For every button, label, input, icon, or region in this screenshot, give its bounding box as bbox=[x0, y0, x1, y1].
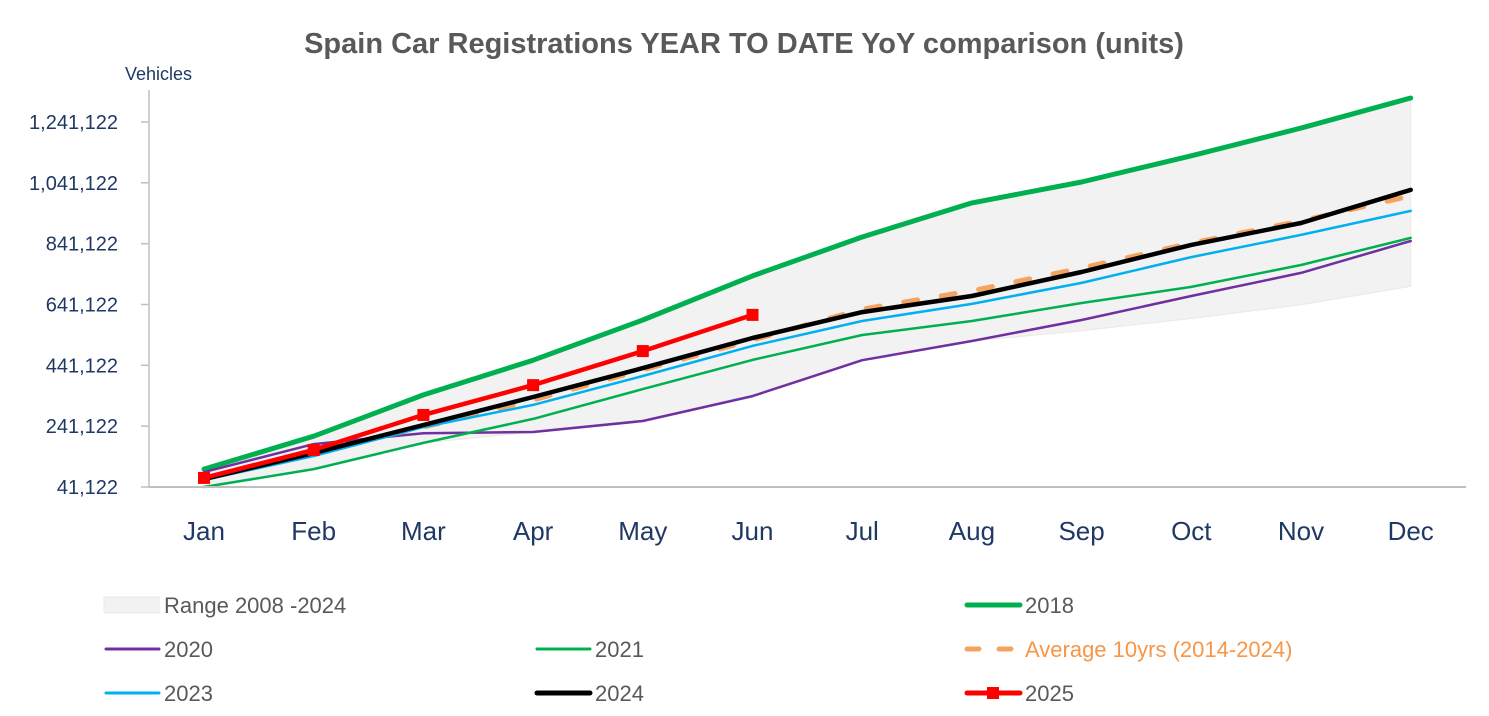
legend-item-2018: 2018 bbox=[964, 593, 1074, 618]
legend-item-range-2008-2024: Range 2008 -2024 bbox=[103, 593, 346, 618]
legend-item-2025: 2025 bbox=[964, 681, 1074, 706]
legend-item-2020: 2020 bbox=[104, 637, 213, 662]
data-point-marker bbox=[527, 379, 540, 392]
y-tick-label: 241,122 bbox=[46, 416, 118, 438]
y-tick-label: 1,041,122 bbox=[29, 173, 118, 195]
x-tick-label: Jan bbox=[183, 516, 225, 546]
x-axis: Jan Feb Mar Apr May Jun Jul Aug Sep Oct Nov Dec bbox=[149, 486, 1466, 546]
series-2021 bbox=[202, 236, 1412, 489]
y-tick-label: 441,122 bbox=[46, 355, 118, 377]
series-line-2020 bbox=[202, 239, 1412, 474]
legend-label: 2024 bbox=[595, 681, 644, 706]
y-tick-label: 841,122 bbox=[46, 234, 118, 256]
legend-label: Range 2008 -2024 bbox=[164, 593, 346, 618]
legend-label: 2021 bbox=[595, 637, 644, 662]
x-tick-label: Jul bbox=[846, 516, 879, 546]
legend-item-2024: 2024 bbox=[534, 681, 644, 706]
plot-area bbox=[198, 95, 1414, 489]
x-tick-label: Mar bbox=[401, 516, 446, 546]
series-line-2024 bbox=[201, 187, 1413, 482]
series-2025 bbox=[198, 308, 759, 484]
series-line-2021 bbox=[202, 236, 1412, 489]
legend-label: 2025 bbox=[1025, 681, 1074, 706]
data-point-marker bbox=[636, 345, 649, 358]
legend-label: Average 10yrs (2014-2024) bbox=[1025, 637, 1292, 662]
legend-label: 2023 bbox=[164, 681, 213, 706]
x-tick-label: Dec bbox=[1388, 516, 1434, 546]
y-tick-label: 41,122 bbox=[57, 477, 118, 499]
x-tick-label: Oct bbox=[1171, 516, 1212, 546]
data-point-marker bbox=[417, 408, 430, 421]
series-2018 bbox=[201, 95, 1414, 472]
x-tick-label: Nov bbox=[1278, 516, 1324, 546]
series-2020 bbox=[202, 239, 1412, 474]
legend-label: 2018 bbox=[1025, 593, 1074, 618]
y-tick-label: 641,122 bbox=[46, 295, 118, 317]
y-axis: 41,122 241,122 441,122 641,122 841,122 1,041,… bbox=[29, 90, 150, 499]
y-axis-label: Vehicles bbox=[125, 64, 192, 84]
legend-marker bbox=[987, 687, 999, 699]
series-line-2018 bbox=[201, 95, 1414, 472]
x-tick-label: May bbox=[618, 516, 667, 546]
legend: Range 2008 -2024 2018 2020 2021 Average 10yr… bbox=[103, 593, 1292, 706]
data-point-marker bbox=[307, 443, 320, 456]
series-2024 bbox=[201, 187, 1413, 482]
legend-item-2023: 2023 bbox=[104, 681, 213, 706]
chart-title: Spain Car Registrations YEAR TO DATE YoY… bbox=[304, 28, 1184, 60]
x-tick-label: Apr bbox=[513, 516, 554, 546]
y-tick-label: 1,241,122 bbox=[29, 112, 118, 134]
legend-item-2021: 2021 bbox=[535, 637, 644, 662]
legend-item-average-10yrs-2014-2024: Average 10yrs (2014-2024) bbox=[964, 637, 1292, 662]
x-tick-label: Sep bbox=[1058, 516, 1104, 546]
x-tick-label: Aug bbox=[949, 516, 995, 546]
x-tick-label: Feb bbox=[291, 516, 336, 546]
x-tick-label: Jun bbox=[732, 516, 774, 546]
legend-label: 2020 bbox=[164, 637, 213, 662]
legend-swatch bbox=[103, 596, 160, 614]
data-point-marker bbox=[198, 471, 210, 484]
data-point-marker bbox=[746, 308, 759, 321]
series-line-2025 bbox=[201, 312, 755, 481]
